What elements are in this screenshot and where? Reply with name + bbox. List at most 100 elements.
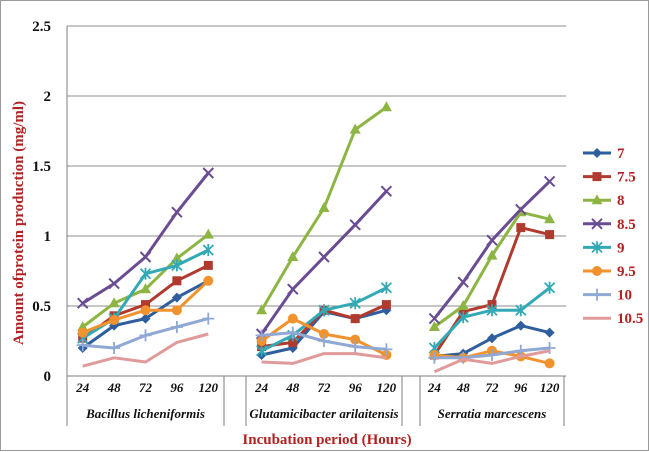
data-point <box>287 313 298 324</box>
group-label: Bacillus licheniformis <box>85 406 205 421</box>
x-tick-label: 120 <box>377 380 397 395</box>
data-point <box>350 314 360 324</box>
data-point <box>486 304 498 317</box>
x-axis-title: Incubation period (Hours) <box>242 432 411 448</box>
data-point <box>428 312 441 325</box>
y-tick-label: 0 <box>44 369 52 385</box>
y-tick-label: 1 <box>44 229 52 245</box>
data-point <box>171 206 183 218</box>
series-8.5 <box>76 167 556 340</box>
data-point <box>515 203 527 216</box>
group-label: Serratia marcescens <box>438 406 547 421</box>
data-point <box>109 315 120 325</box>
data-point <box>286 326 299 339</box>
data-point <box>172 276 182 286</box>
x-tick-label: 96 <box>514 380 528 395</box>
data-point <box>140 283 151 294</box>
data-point <box>140 313 151 324</box>
x-tick-label: 24 <box>75 380 90 395</box>
data-point <box>171 252 183 263</box>
x-tick-label: 72 <box>139 380 153 395</box>
x-tick-label: 48 <box>285 380 300 395</box>
legend-label: 9.5 <box>617 264 636 280</box>
data-point <box>108 297 120 308</box>
series-line <box>433 349 550 374</box>
legend-item: 9.5 <box>583 264 636 280</box>
x-tick-label: 24 <box>427 380 442 395</box>
x-tick-label: 96 <box>349 380 363 395</box>
data-point <box>592 148 602 158</box>
data-point <box>591 194 603 205</box>
data-point <box>591 241 603 254</box>
data-point <box>288 337 298 347</box>
data-point <box>318 251 330 263</box>
data-point <box>380 101 392 112</box>
data-point <box>319 329 329 339</box>
y-tick-label: 2.5 <box>32 19 51 35</box>
x-tick-label: 24 <box>254 380 269 395</box>
legend-label: 7 <box>617 146 625 162</box>
data-point <box>139 329 152 342</box>
data-point <box>76 339 89 352</box>
y-tick-label: 2 <box>44 89 52 105</box>
data-point <box>202 312 215 325</box>
data-point <box>380 185 393 197</box>
data-point <box>287 283 299 295</box>
data-point <box>108 277 120 290</box>
x-tick-label: 48 <box>456 380 471 395</box>
data-point <box>428 351 441 364</box>
data-point <box>544 213 556 224</box>
data-point <box>515 320 526 331</box>
data-point <box>514 344 527 357</box>
data-point <box>457 300 469 310</box>
data-point <box>349 340 362 353</box>
data-point <box>515 304 527 317</box>
legend-item: 8.5 <box>583 217 636 233</box>
data-point <box>349 123 361 134</box>
data-point <box>171 292 182 303</box>
data-point <box>318 304 330 317</box>
data-point <box>256 304 268 315</box>
legend-item: 10.5 <box>583 311 643 327</box>
data-point <box>543 281 556 294</box>
legend-item: 10 <box>583 288 632 304</box>
data-point <box>202 228 214 239</box>
data-point <box>486 249 498 260</box>
data-point <box>318 335 330 347</box>
data-point <box>350 334 361 345</box>
x-tick-label: 120 <box>540 380 560 395</box>
y-tick-label: 1.5 <box>32 159 51 175</box>
data-point <box>457 276 469 288</box>
x-tick-label: 72 <box>318 380 332 395</box>
data-point <box>380 281 393 294</box>
data-point <box>141 300 150 310</box>
data-point <box>592 266 602 276</box>
series-10 <box>76 312 556 364</box>
data-point <box>381 300 391 310</box>
data-point <box>171 259 183 272</box>
data-point <box>349 219 361 231</box>
data-point <box>592 172 602 182</box>
legend-item: 7.5 <box>583 170 636 186</box>
legend-label: 10.5 <box>617 311 643 327</box>
x-tick-label: 72 <box>486 380 500 395</box>
data-point <box>591 288 603 301</box>
legend: 7 7.5 8 8.5 9 9.5 10 10.5 <box>583 146 643 327</box>
data-point <box>170 321 183 333</box>
data-point <box>544 358 555 369</box>
axes: 0 0.5 1 1.5 2 2.5 24 48 72 96 120 Bacillus lichenif… <box>32 19 566 426</box>
data-point <box>544 327 555 338</box>
legend-item: 7 <box>583 146 625 162</box>
data-point <box>255 329 268 342</box>
data-point <box>77 327 88 338</box>
data-point <box>380 343 393 356</box>
x-tick-label: 120 <box>199 380 219 395</box>
data-point <box>349 297 361 310</box>
y-axis-title: Amount ofprotein production (mg/ml) <box>11 101 27 345</box>
data-point <box>516 223 526 233</box>
data-point <box>255 344 268 357</box>
data-point <box>486 349 498 361</box>
series-line <box>261 352 387 365</box>
